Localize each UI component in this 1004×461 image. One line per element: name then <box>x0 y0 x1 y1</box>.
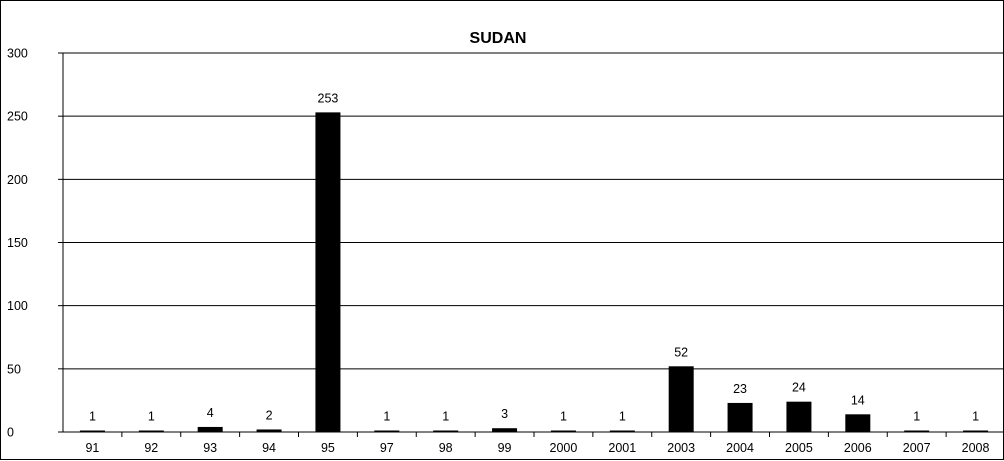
bar-93 <box>197 426 223 432</box>
y-tick-label: 200 <box>7 173 28 187</box>
data-label: 3 <box>501 407 508 421</box>
bars <box>79 112 989 433</box>
data-label: 23 <box>733 382 747 396</box>
axes <box>58 52 1004 437</box>
bar-95 <box>315 112 341 433</box>
bar-97 <box>374 430 400 432</box>
y-tick-label: 250 <box>7 110 28 124</box>
data-label: 52 <box>674 345 688 359</box>
bar-94 <box>256 429 282 432</box>
x-tick-label: 2004 <box>726 441 754 455</box>
bar-99 <box>492 428 518 432</box>
bar-92 <box>138 430 164 432</box>
bar-98 <box>433 430 459 432</box>
x-tick-label: 99 <box>498 441 512 455</box>
bar-2006 <box>845 414 871 432</box>
bar-2008 <box>963 430 989 432</box>
y-tick-label: 100 <box>7 299 28 313</box>
x-tick-label: 95 <box>321 441 335 455</box>
bar-91 <box>79 430 105 432</box>
data-label: 1 <box>383 410 390 424</box>
bar-2003 <box>668 366 694 432</box>
x-tick-label: 2001 <box>608 441 636 455</box>
data-label: 1 <box>560 410 567 424</box>
gridlines <box>63 52 1004 370</box>
x-tick-label: 94 <box>262 441 276 455</box>
labels: 0 50 100 150 200 250 300 91 1 92 1 93 4 94 2 95 253 97 1 98… <box>7 47 990 456</box>
data-label: 2 <box>266 408 273 422</box>
x-tick-label: 2005 <box>785 441 813 455</box>
x-tick-label: 2006 <box>844 441 872 455</box>
data-label: 1 <box>442 410 449 424</box>
y-tick-label: 300 <box>7 47 28 61</box>
bar-2001 <box>609 430 635 432</box>
data-label: 4 <box>207 406 214 420</box>
data-label: 1 <box>619 410 626 424</box>
x-tick-label: 2007 <box>903 441 931 455</box>
data-label: 1 <box>89 410 96 424</box>
data-label: 1 <box>972 410 979 424</box>
x-tick-label: 2008 <box>962 441 990 455</box>
x-tick-label: 97 <box>380 441 394 455</box>
x-tick-label: 2003 <box>667 441 695 455</box>
x-tick-label: 93 <box>203 441 217 455</box>
chart-title: SUDAN <box>470 30 527 47</box>
data-label: 253 <box>318 91 339 105</box>
data-label: 24 <box>792 381 806 395</box>
bar-2000 <box>550 430 576 432</box>
data-label: 1 <box>148 410 155 424</box>
y-tick-label: 150 <box>7 236 28 250</box>
y-tick-label: 50 <box>7 362 21 376</box>
data-label: 1 <box>913 410 920 424</box>
y-tick-label: 0 <box>7 426 14 440</box>
bar-2007 <box>904 430 930 432</box>
bar-2004 <box>727 402 753 432</box>
x-tick-label: 91 <box>85 441 99 455</box>
x-tick-label: 92 <box>144 441 158 455</box>
x-tick-label: 2000 <box>550 441 578 455</box>
data-label: 14 <box>851 393 865 407</box>
bar-2005 <box>786 401 812 432</box>
x-tick-label: 98 <box>439 441 453 455</box>
